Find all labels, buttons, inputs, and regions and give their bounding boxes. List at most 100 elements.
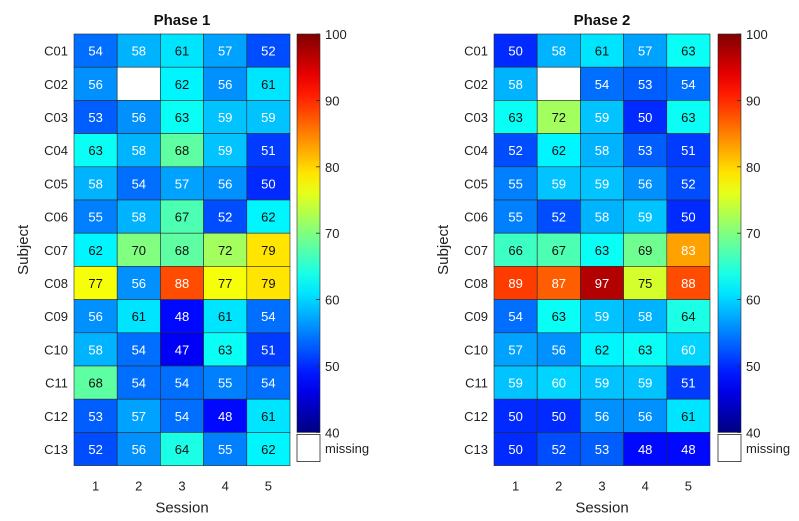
heatmap-cell xyxy=(536,432,581,466)
heatmap-cell xyxy=(160,166,204,201)
chart-title: Phase 2 xyxy=(574,12,631,29)
heatmap-cell xyxy=(246,199,291,234)
y-tick-label: C06 xyxy=(464,210,488,225)
heatmap-cell xyxy=(536,166,581,201)
cell-value-label: 50 xyxy=(681,210,695,225)
cell-value-label: 52 xyxy=(681,176,695,191)
y-tick-label: C13 xyxy=(44,442,68,457)
cell-value-label: 52 xyxy=(552,210,566,225)
colorbar-tick-label: 60 xyxy=(746,293,760,308)
y-tick-label: C09 xyxy=(464,309,488,324)
heatmap-cell xyxy=(666,432,711,466)
cell-value-label: 75 xyxy=(638,276,652,291)
heatmap-cell xyxy=(536,232,581,267)
cell-value-label: 57 xyxy=(638,44,652,59)
cell-value-label: 88 xyxy=(681,276,695,291)
cell-value-label: 62 xyxy=(595,342,609,357)
cell-value-label: 53 xyxy=(595,442,609,457)
heatmap-cell xyxy=(73,332,118,367)
cell-value-label: 56 xyxy=(132,442,146,457)
heatmap-cell xyxy=(203,33,248,68)
cell-value-label: 53 xyxy=(638,77,652,92)
cell-value-label: 58 xyxy=(132,44,146,59)
cell-value-label: 63 xyxy=(218,342,232,357)
cell-value-label: 61 xyxy=(218,309,232,324)
cell-value-label: 57 xyxy=(132,409,146,424)
heatmap-cell xyxy=(536,299,581,334)
y-tick-label: C12 xyxy=(44,409,68,424)
cell-value-label: 56 xyxy=(595,409,609,424)
cell-value-label: 54 xyxy=(595,77,609,92)
heatmap-cell xyxy=(580,398,624,433)
heatmap-cell xyxy=(666,66,711,101)
colorbar-tick-label: 80 xyxy=(325,160,339,175)
missing-swatch xyxy=(296,433,321,462)
heatmap-cell xyxy=(203,133,248,168)
y-tick-label: C09 xyxy=(44,309,68,324)
y-tick-label: C11 xyxy=(45,376,68,391)
cell-value-label: 63 xyxy=(681,44,695,59)
heatmap-cell xyxy=(536,133,581,168)
cell-value-label: 59 xyxy=(595,309,609,324)
cell-value-label: 58 xyxy=(508,77,522,92)
heatmap-cell xyxy=(73,33,118,68)
cell-value-label: 54 xyxy=(508,309,522,324)
cell-value-label: 57 xyxy=(218,44,232,59)
heatmap-cell xyxy=(116,232,161,267)
heatmap-cell xyxy=(73,199,118,234)
heatmap-cell xyxy=(246,299,291,334)
cell-value-label: 61 xyxy=(595,44,609,59)
heatmap-cell xyxy=(73,299,118,334)
cell-value-label: 56 xyxy=(218,176,232,191)
cell-value-label: 55 xyxy=(218,442,232,457)
heatmap-cell xyxy=(580,332,624,367)
cell-value-label: 50 xyxy=(508,409,522,424)
heatmap-cell xyxy=(623,332,668,367)
cell-value-label: 58 xyxy=(132,143,146,158)
heatmap-cell xyxy=(580,199,624,234)
cell-value-label: 62 xyxy=(175,77,189,92)
cell-value-label: 61 xyxy=(261,409,275,424)
cell-value-label: 55 xyxy=(508,210,522,225)
y-tick-label: C07 xyxy=(44,243,68,258)
heatmap-cell xyxy=(493,365,538,400)
heatmap-cell xyxy=(623,66,668,101)
heatmap-cell xyxy=(116,33,161,68)
heatmap-cell xyxy=(116,332,161,367)
heatmap-cell xyxy=(160,266,204,300)
heatmap-cell xyxy=(203,365,248,400)
heatmap-cell xyxy=(160,100,204,134)
y-tick-label: C01 xyxy=(44,44,68,59)
colorbar-tick-label: 80 xyxy=(746,160,760,175)
heatmap-cell xyxy=(73,432,118,466)
x-axis-title: Session xyxy=(575,500,628,517)
x-tick-label: 4 xyxy=(642,479,649,494)
heatmap-cell xyxy=(73,66,118,101)
cell-value-label: 72 xyxy=(552,110,566,125)
heatmap-cell xyxy=(203,199,248,234)
heatmap-cell xyxy=(246,133,291,168)
heatmap-cell xyxy=(160,33,204,68)
cell-value-label: 52 xyxy=(508,143,522,158)
cell-value-label: 55 xyxy=(88,210,102,225)
cell-value-label: 63 xyxy=(175,110,189,125)
heatmap-cell xyxy=(73,365,118,400)
y-tick-label: C10 xyxy=(464,342,488,357)
heatmap-cell xyxy=(246,332,291,367)
heatmap-cell xyxy=(580,66,624,101)
cell-value-label: 54 xyxy=(88,44,102,59)
heatmap-cell xyxy=(666,332,711,367)
cell-value-label: 63 xyxy=(508,110,522,125)
heatmap-cell xyxy=(623,365,668,400)
heatmap-cell xyxy=(666,166,711,201)
y-tick-label: C05 xyxy=(44,176,68,191)
x-tick-label: 5 xyxy=(685,479,692,494)
cell-value-label: 51 xyxy=(681,143,695,158)
heatmap-cell xyxy=(536,100,581,134)
heatmap-cell xyxy=(580,432,624,466)
cell-value-label: 70 xyxy=(132,243,146,258)
cell-value-label: 55 xyxy=(508,176,522,191)
cell-value-label: 51 xyxy=(261,342,275,357)
heatmap-cell xyxy=(160,133,204,168)
